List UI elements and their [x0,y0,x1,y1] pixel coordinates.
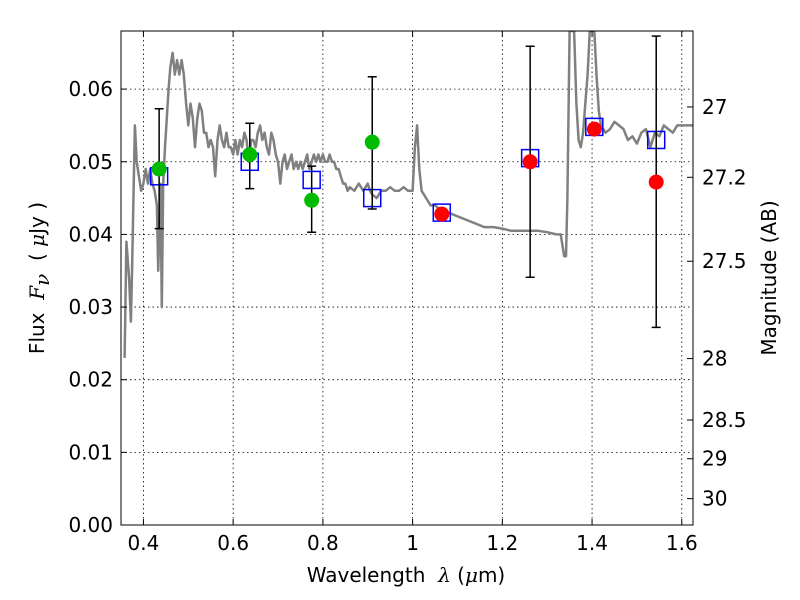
y-tick-label: 0.00 [68,513,113,537]
x-axis-title: Wavelength λ (μm) [307,563,506,587]
x-tick-label: 0.4 [128,531,160,555]
detected-point [364,134,380,150]
x-tick-label: 1.2 [486,531,518,555]
detected-point [304,192,320,208]
mag-tick-label: 27.5 [702,249,747,273]
red-point [586,121,602,137]
detected-point [242,147,258,162]
y-tick-label: 0.06 [68,77,113,101]
ticks: 0.4 0.6 0.8 1 1.2 1.4 1.6 0.00 0.01 0.02 0.03 0.04 0… [68,31,747,555]
plot-data [123,31,693,358]
x-tick-label: 1.4 [576,531,608,555]
y2-axis-title: Magnitude (AB) [757,200,781,355]
model-spectrum-line [123,31,693,358]
red-point [648,174,664,190]
y-tick-label: 0.01 [68,440,113,464]
y-tick-label: 0.05 [68,150,113,174]
x-tick-label: 0.6 [217,531,249,555]
mag-tick-label: 28 [702,347,727,371]
y-tick-label: 0.04 [68,222,113,246]
red-point [434,206,450,222]
y-tick-label: 0.03 [68,295,113,319]
y-tick-label: 0.02 [68,368,113,392]
plot-frame [120,30,694,526]
red-point [522,154,538,170]
x-tick-label: 1.6 [666,531,698,555]
mag-tick-label: 27 [702,95,727,119]
mag-tick-label: 27.2 [702,165,747,189]
detected-point [151,161,167,177]
x-tick-label: 1 [406,531,419,555]
mag-tick-label: 29 [702,447,727,471]
mag-tick-label: 30 [702,487,727,511]
mag-tick-label: 28.5 [702,408,747,432]
y-axis-title: Flux Fν ( μJy ) [25,202,54,354]
x-tick-label: 0.8 [307,531,339,555]
